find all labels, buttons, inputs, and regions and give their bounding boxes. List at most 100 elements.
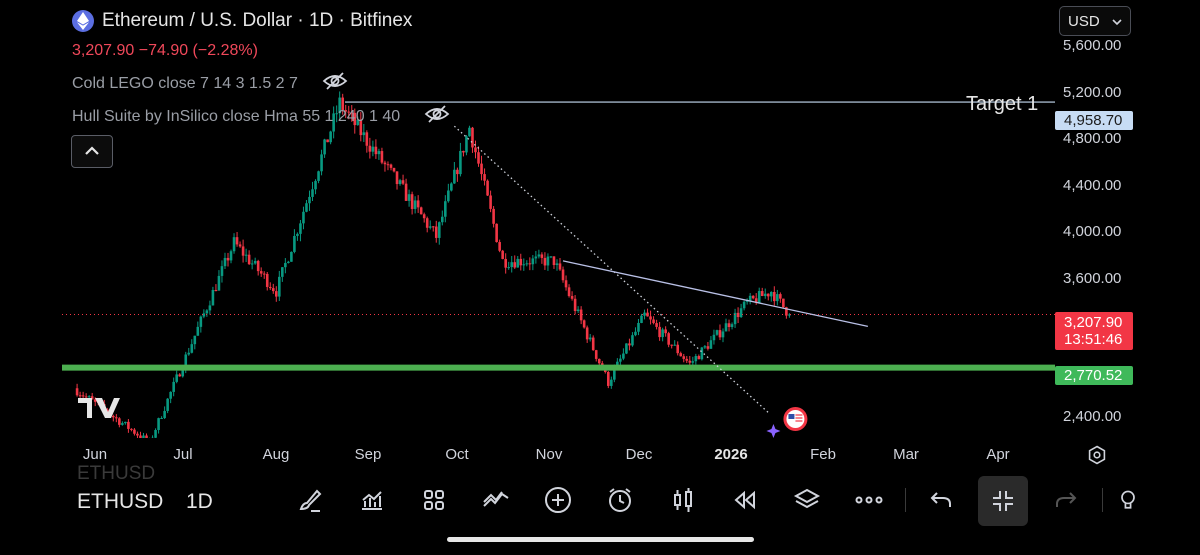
target-label: Target 1 <box>966 93 1039 115</box>
indicator-hull-suite[interactable]: Hull Suite by InSilico close Hma 55 1 24… <box>72 104 450 129</box>
candle-body <box>588 337 592 340</box>
candle-body <box>199 316 203 327</box>
candle-body <box>549 256 553 258</box>
candle-body <box>410 194 414 209</box>
candle-body <box>582 320 586 328</box>
candle-body <box>320 154 323 172</box>
ethereum-logo-icon <box>72 10 94 32</box>
candle-body <box>519 258 523 266</box>
interval-button[interactable]: 1D <box>186 490 213 513</box>
candle-body <box>226 257 230 261</box>
candle-body <box>498 242 501 251</box>
candle-body <box>465 136 468 153</box>
candle-body <box>172 381 175 392</box>
candle-body <box>284 262 287 268</box>
candle-body <box>739 308 743 318</box>
candle-body <box>564 280 568 288</box>
candle-body <box>317 171 320 181</box>
undo-icon[interactable] <box>923 482 959 518</box>
candle-body <box>628 343 631 346</box>
candle-body <box>121 423 124 425</box>
candle-body <box>766 293 770 297</box>
candle-body <box>268 286 272 289</box>
symbol-button[interactable]: ETHUSD <box>77 490 164 513</box>
axis-settings-icon[interactable] <box>1085 443 1109 467</box>
candles-icon[interactable] <box>665 482 701 518</box>
candle-body <box>347 111 351 113</box>
chart-canvas[interactable] <box>62 0 1055 438</box>
layers-icon[interactable] <box>789 482 825 518</box>
candle-body <box>748 295 752 301</box>
candle-body <box>733 312 737 325</box>
compare-icon[interactable] <box>478 482 514 518</box>
toolbar-divider <box>1102 488 1103 512</box>
price-chart[interactable] <box>62 0 1055 438</box>
candle-body <box>718 330 722 338</box>
candle-body <box>187 352 191 355</box>
candle-body <box>788 314 791 316</box>
candle-body <box>625 343 628 354</box>
add-icon[interactable] <box>540 482 576 518</box>
candle-body <box>667 333 670 345</box>
candle-body <box>763 293 767 297</box>
tradingview-logo-mark <box>78 398 120 418</box>
more-icon[interactable] <box>851 482 887 518</box>
chevron-down-icon <box>1112 13 1122 30</box>
candle-body <box>127 421 130 429</box>
candle-body <box>383 162 387 165</box>
candle-body <box>81 395 85 397</box>
candle-body <box>537 254 541 257</box>
candle-body <box>534 256 538 259</box>
candle-body <box>356 119 360 126</box>
candle-body <box>401 180 405 184</box>
candle-body <box>416 200 420 208</box>
candle-body <box>782 298 785 308</box>
candle-body <box>703 346 707 348</box>
candle-body <box>118 418 121 425</box>
candle-body <box>486 180 489 196</box>
alert-clock-icon[interactable] <box>602 482 638 518</box>
candle-body <box>287 261 290 263</box>
time-tick: Nov <box>535 446 563 463</box>
candle-body <box>483 174 486 181</box>
currency-select[interactable]: USD <box>1059 6 1131 36</box>
candle-body <box>474 147 477 153</box>
candle-body <box>157 418 160 430</box>
candle-body <box>561 269 565 281</box>
candle-body <box>477 152 480 164</box>
candle-body <box>338 97 341 114</box>
candle-body <box>314 180 317 190</box>
exit-fullscreen-icon[interactable] <box>978 476 1028 526</box>
candle-body <box>250 263 254 265</box>
hidden-eye-icon[interactable] <box>322 71 348 96</box>
symbol-title[interactable]: Ethereum / U.S. Dollar · 1D · Bitfinex <box>72 10 412 32</box>
candle-body <box>350 112 354 114</box>
candle-body <box>576 309 580 312</box>
chevron-up-icon <box>84 143 100 161</box>
candle-body <box>730 324 734 328</box>
hidden-eye-icon[interactable] <box>424 104 450 129</box>
indicator-cold-lego[interactable]: Cold LEGO close 7 14 3 1.5 2 7 <box>72 71 348 96</box>
candle-body <box>377 151 381 155</box>
candle-body <box>640 315 643 323</box>
replay-icon[interactable] <box>727 482 763 518</box>
brush-icon[interactable] <box>292 482 328 518</box>
candle-body <box>440 216 444 223</box>
candle-body <box>253 260 257 264</box>
candle-body <box>368 145 372 152</box>
candle-body <box>661 329 664 338</box>
candle-body <box>311 189 314 197</box>
indicator-label: Cold LEGO close 7 14 3 1.5 2 7 <box>72 74 298 92</box>
candle-body <box>145 435 148 438</box>
layout-grid-icon[interactable] <box>416 482 452 518</box>
collapse-legend-button[interactable] <box>71 135 113 168</box>
candle-body <box>163 410 166 419</box>
time-axis[interactable]: Jun Jul Aug Sep Oct Nov Dec 2026 Feb Mar… <box>62 438 1055 470</box>
support-price-badge: 2,770.52 <box>1055 366 1133 385</box>
idea-icon[interactable] <box>1116 482 1140 518</box>
candle-body <box>290 251 293 262</box>
indicators-icon[interactable] <box>354 482 390 518</box>
candle-body <box>359 119 363 136</box>
toolbar-divider <box>905 488 906 512</box>
candle-body <box>745 300 749 302</box>
